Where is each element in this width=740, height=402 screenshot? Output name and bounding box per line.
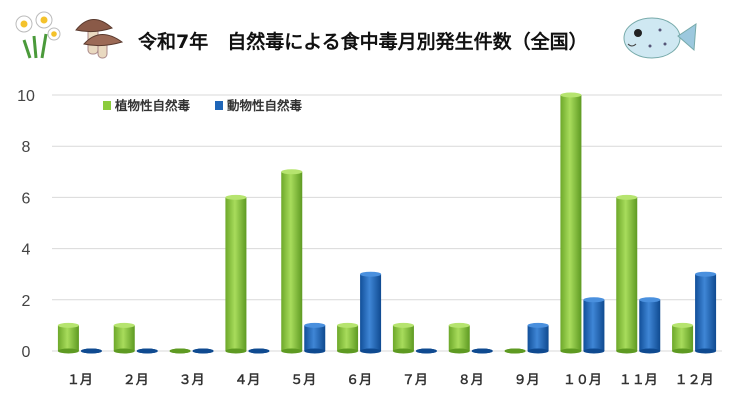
bar-animal — [527, 322, 549, 354]
bar-animal — [583, 297, 605, 354]
bar-animal — [471, 348, 493, 354]
bar-animal — [360, 271, 382, 354]
x-category-label: １２月 — [675, 373, 714, 388]
y-tick-label: 10 — [17, 88, 35, 105]
chart-title: 令和7年 自然毒による食中毒月別発生件数（全国） — [138, 30, 588, 53]
legend-label-animal: 動物性自然毒 — [227, 98, 303, 113]
bar-plant — [672, 322, 694, 354]
x-axis-categories: １月 ２月 ３月 ４月 ５月 ６月 ７月 ８月 ９月 １０月 １１月 １２月 — [67, 373, 714, 388]
x-category-label: １１月 — [619, 373, 658, 388]
bars — [57, 92, 717, 354]
bar-animal — [304, 322, 326, 354]
bar-plant — [169, 348, 191, 354]
bar-animal — [695, 271, 717, 354]
x-category-label: ７月 — [402, 373, 428, 388]
x-category-label: ２月 — [123, 373, 149, 388]
bar-animal — [248, 348, 270, 354]
legend: 植物性自然毒 動物性自然毒 — [103, 98, 303, 113]
x-category-label: ６月 — [346, 373, 372, 388]
y-tick-label: 4 — [22, 242, 31, 259]
x-category-label: ８月 — [458, 373, 484, 388]
bar-plant — [113, 322, 135, 354]
legend-swatch-animal — [215, 101, 223, 110]
bar-plant — [392, 322, 414, 354]
bar-plant — [281, 169, 303, 354]
x-category-label: ９月 — [514, 373, 540, 388]
gridlines — [52, 94, 722, 352]
legend-swatch-plant — [103, 101, 111, 110]
bar-plant — [616, 194, 638, 354]
y-tick-label: 0 — [22, 344, 31, 361]
x-category-label: ４月 — [234, 373, 260, 388]
bar-plant — [560, 92, 582, 354]
y-tick-label: 6 — [22, 190, 31, 207]
bar-plant — [448, 322, 470, 354]
bar-plant — [225, 194, 247, 354]
bar-animal — [192, 348, 214, 354]
bar-animal — [136, 348, 158, 354]
bar-animal — [80, 348, 102, 354]
y-tick-label: 8 — [22, 139, 31, 156]
x-category-label: １０月 — [563, 373, 602, 388]
bar-plant — [337, 322, 359, 354]
bar-plant — [504, 348, 526, 354]
pufferfish-icon — [623, 17, 697, 59]
y-axis-ticks: 0 2 4 6 8 10 — [17, 88, 35, 361]
x-category-label: １月 — [67, 373, 93, 388]
bar-animal — [415, 348, 437, 354]
bar-plant — [57, 322, 79, 354]
bar-animal — [639, 297, 661, 354]
mushroom-icon — [75, 19, 124, 59]
y-tick-label: 2 — [22, 293, 31, 310]
narcissus-icon — [15, 11, 61, 59]
x-category-label: ３月 — [179, 373, 205, 388]
legend-label-plant: 植物性自然毒 — [114, 98, 191, 113]
x-category-label: ５月 — [290, 373, 316, 388]
